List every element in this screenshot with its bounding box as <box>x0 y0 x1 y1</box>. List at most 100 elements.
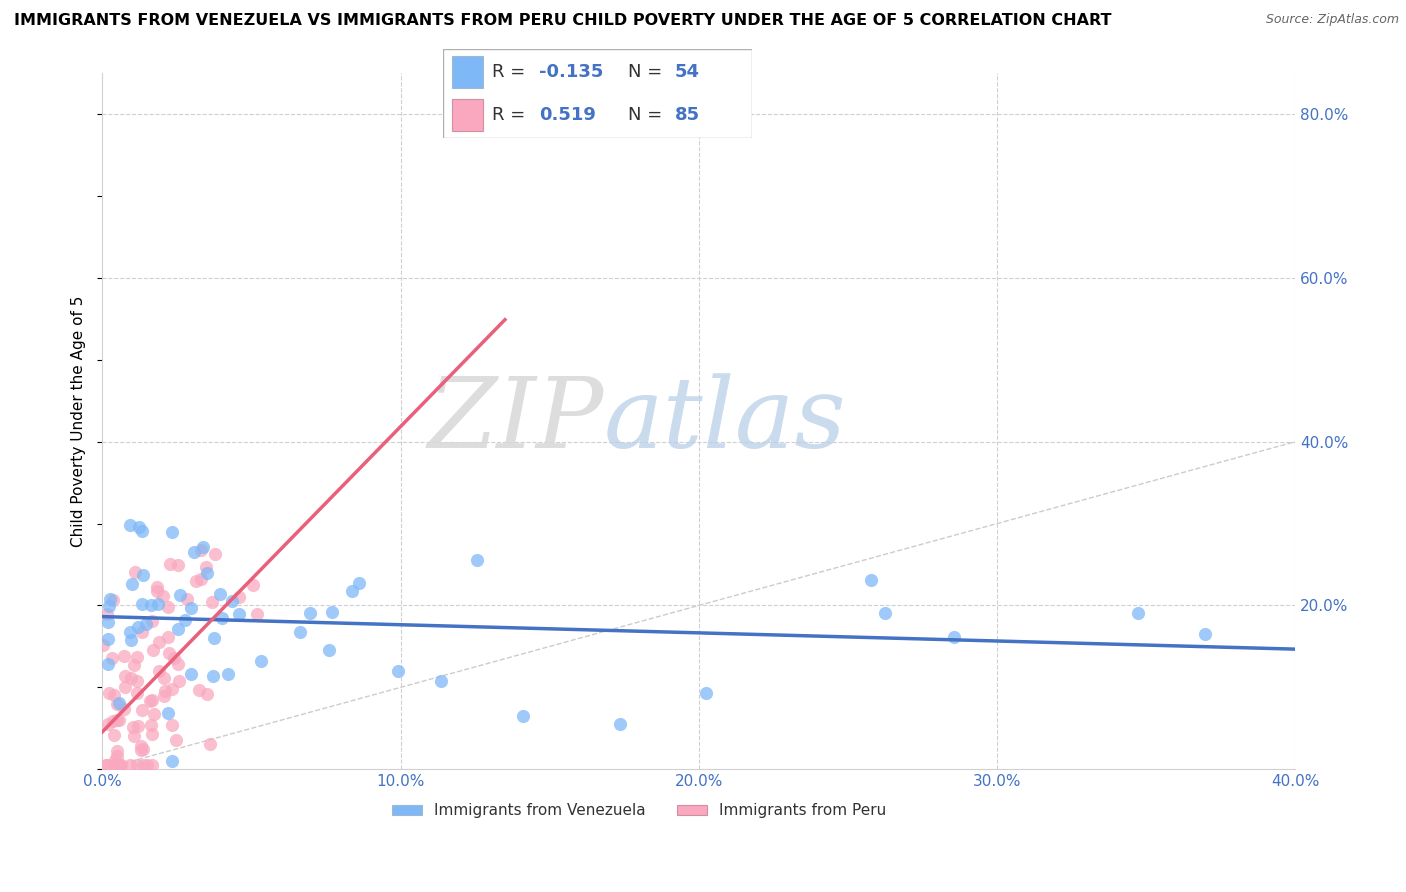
Point <box>101 592 124 607</box>
Point <box>173 613 195 627</box>
Point <box>167 674 190 689</box>
Point <box>96 758 118 772</box>
Point <box>194 559 217 574</box>
Point <box>387 664 409 678</box>
Point <box>152 589 174 603</box>
Point <box>131 524 153 538</box>
Point <box>153 671 176 685</box>
Text: 54: 54 <box>675 63 700 81</box>
Point <box>162 717 184 731</box>
Point <box>242 578 264 592</box>
Point <box>1194 626 1216 640</box>
Point <box>141 758 163 772</box>
Point <box>127 686 149 700</box>
Point <box>167 657 190 672</box>
Point <box>221 594 243 608</box>
FancyBboxPatch shape <box>443 49 752 138</box>
Point <box>108 696 131 710</box>
Point <box>250 654 273 668</box>
Text: 0.519: 0.519 <box>538 106 596 124</box>
Point <box>166 558 188 572</box>
Y-axis label: Child Poverty Under the Age of 5: Child Poverty Under the Age of 5 <box>72 295 86 547</box>
Point <box>120 758 142 772</box>
Point <box>97 686 120 700</box>
Point <box>146 597 169 611</box>
Point <box>97 657 120 672</box>
Point <box>125 758 148 772</box>
FancyBboxPatch shape <box>453 56 484 88</box>
Point <box>157 646 180 660</box>
Point <box>129 743 152 757</box>
Point <box>288 624 311 639</box>
Point <box>208 587 231 601</box>
Point <box>120 671 142 685</box>
Point <box>139 717 162 731</box>
Point <box>128 520 150 534</box>
Point <box>121 720 143 734</box>
Point <box>202 668 225 682</box>
Point <box>860 574 883 588</box>
Point <box>104 758 127 772</box>
Point <box>167 622 190 636</box>
Point <box>187 683 209 698</box>
Point <box>228 607 250 621</box>
Point <box>96 607 118 621</box>
Point <box>107 713 129 727</box>
Point <box>141 598 163 612</box>
Point <box>135 617 157 632</box>
Point <box>157 706 180 721</box>
Point <box>160 524 183 539</box>
FancyBboxPatch shape <box>453 99 484 131</box>
Point <box>169 588 191 602</box>
Point <box>146 584 169 599</box>
Point <box>148 664 170 678</box>
Point <box>176 592 198 607</box>
Text: Source: ZipAtlas.com: Source: ZipAtlas.com <box>1265 13 1399 27</box>
Point <box>129 739 152 753</box>
Text: ZIP: ZIP <box>427 374 603 469</box>
Point <box>465 553 488 567</box>
Point <box>127 674 149 689</box>
Point <box>321 606 343 620</box>
Point <box>105 698 128 712</box>
Point <box>195 687 218 701</box>
Point <box>104 753 127 767</box>
Point <box>139 694 162 708</box>
Point <box>298 606 321 620</box>
Point <box>228 590 250 604</box>
Point <box>1126 606 1149 620</box>
Point <box>160 681 183 696</box>
Point <box>112 702 135 716</box>
Point <box>131 597 153 611</box>
Point <box>202 631 225 645</box>
Point <box>110 758 132 772</box>
Point <box>145 580 167 594</box>
Point <box>157 599 180 614</box>
Point <box>132 742 155 756</box>
Point <box>873 606 896 620</box>
Point <box>430 674 453 689</box>
Point <box>136 758 159 772</box>
Point <box>108 758 131 772</box>
Text: N =: N = <box>628 106 668 124</box>
Point <box>198 737 221 751</box>
Point <box>105 758 128 772</box>
Point <box>122 729 145 743</box>
Point <box>97 615 120 629</box>
Point <box>105 713 128 727</box>
Point <box>120 518 142 533</box>
Point <box>98 599 121 613</box>
Point <box>183 545 205 559</box>
Point <box>318 642 340 657</box>
Point <box>180 600 202 615</box>
Point <box>124 565 146 579</box>
Point <box>153 689 176 703</box>
Point <box>131 703 153 717</box>
Point <box>201 595 224 609</box>
Point <box>112 648 135 663</box>
Point <box>131 625 153 640</box>
Point <box>96 758 118 772</box>
Point <box>340 583 363 598</box>
Point <box>93 638 115 652</box>
Text: 85: 85 <box>675 106 700 124</box>
